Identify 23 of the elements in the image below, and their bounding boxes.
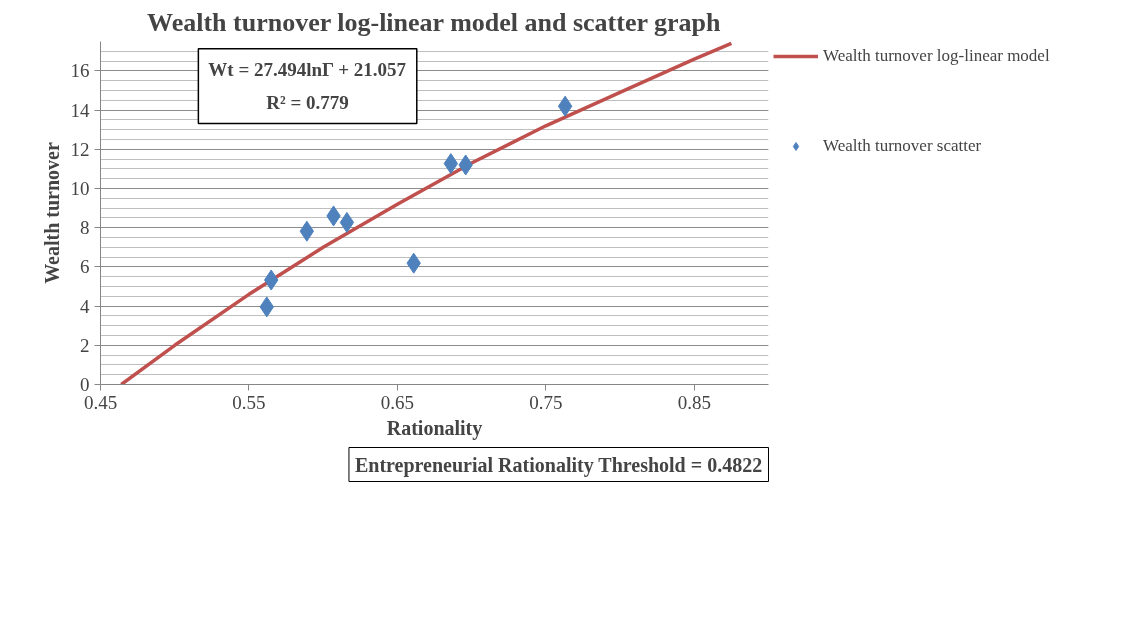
y-tick-label: 14 — [70, 99, 90, 121]
y-tick-label: 12 — [70, 138, 90, 160]
y-tick-label: 8 — [80, 217, 90, 239]
annotation: R² = 0.779 — [266, 92, 349, 114]
x-tick-label: 0.55 — [232, 391, 266, 413]
x-tick-label: 0.85 — [677, 391, 711, 413]
y-tick-label: 10 — [70, 178, 90, 199]
y-axis-title: Wealth turnover — [40, 142, 63, 284]
x-tick-label: 0.65 — [380, 391, 415, 413]
legend-label: Wealth turnover log-linear model — [823, 46, 1050, 66]
y-tick-label: 2 — [80, 334, 90, 356]
point — [339, 211, 355, 233]
chart-title: Wealth turnover log-linear model and scatter graph — [147, 7, 722, 37]
x-tick-label: 0.75 — [529, 391, 563, 413]
y-tick-label: 16 — [70, 60, 90, 82]
legend-label: Wealth turnover scatter — [823, 136, 982, 156]
text: Entrepreneurial Rationality Threshold = 0.4822 — [354, 453, 763, 477]
annotation: Wt = 27.494lnΓ + 21.057 — [208, 58, 407, 80]
point — [557, 95, 573, 117]
line-series — [119, 41, 734, 385]
y-tick-label: 6 — [80, 256, 90, 278]
x-axis-title: Rationality — [386, 416, 483, 440]
y-tick-label: 4 — [80, 295, 90, 317]
